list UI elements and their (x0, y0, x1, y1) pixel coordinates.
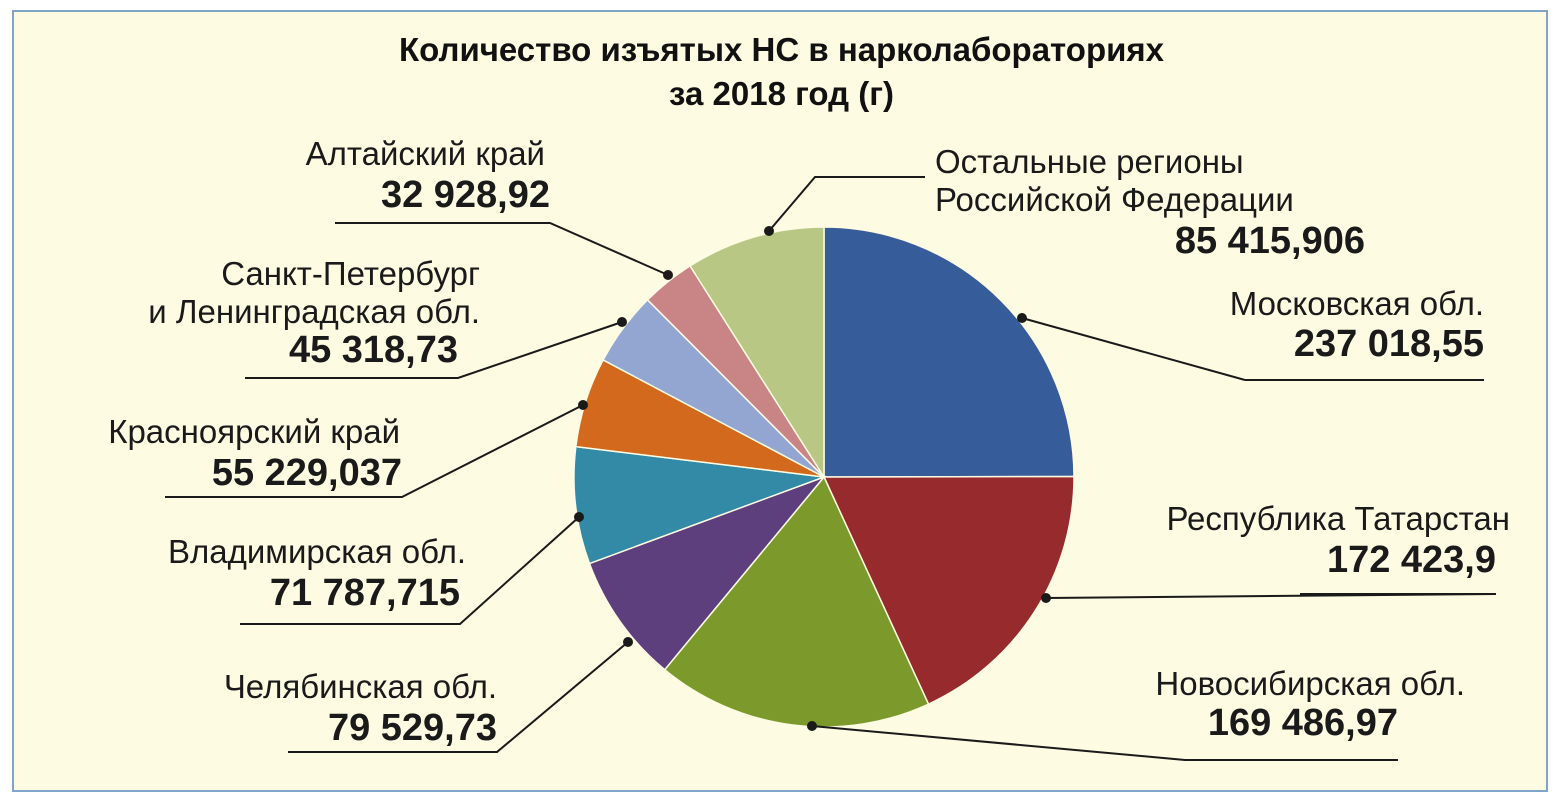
pie-slice-1 (823, 226, 1075, 478)
leader-line-9 (768, 176, 925, 232)
slice-label-2-line-1: Республика Татарстан (1166, 500, 1510, 537)
pie-slice-2 (822, 475, 1075, 706)
pie-slice-3 (663, 475, 930, 728)
slice-value-8: 32 928,92 (381, 174, 550, 216)
slice-value-6: 55 229,037 (212, 452, 402, 494)
slice-label-9-line-1: Остальные регионы (935, 143, 1244, 180)
leader-line-1 (1021, 317, 1246, 381)
slice-label-9-line-2: Российской Федерации (935, 181, 1294, 218)
slice-label-3-line-1: Новосибирская обл. (1155, 665, 1465, 702)
slice-label-1-line-1: Московская обл. (1230, 285, 1484, 322)
leader-dot-6 (578, 400, 588, 410)
pie-slice-9 (689, 226, 825, 480)
leader-dot-5 (574, 512, 584, 522)
leader-dot-9 (764, 226, 774, 236)
slice-label-5-line-1: Владимирская обл. (168, 533, 466, 570)
slice-label-7-line-2: и Ленинградская обл. (148, 293, 480, 330)
pie-slice-5 (573, 445, 825, 565)
chart-title-line-1: Количество изъятых НС в нарколаборатория… (399, 31, 1164, 68)
slice-value-2: 172 423,9 (1327, 539, 1496, 581)
pie-slice-4 (588, 475, 827, 671)
slice-label-7-line-1: Санкт-Петербург (221, 255, 480, 292)
leader-dot-8 (663, 270, 673, 280)
leader-dot-4 (623, 637, 633, 647)
leader-dot-3 (807, 721, 817, 731)
leader-dot-2 (1041, 593, 1051, 603)
chart-title-line-2: за 2018 год (г) (669, 75, 894, 112)
slice-label-6-line-1: Красноярский край (108, 413, 400, 450)
slice-label-4-line-1: Челябинская обл. (224, 668, 497, 705)
slice-label-8-line-1: Алтайский край (306, 135, 545, 172)
slice-value-9: 85 415,906 (1175, 220, 1365, 262)
leader-dot-7 (617, 317, 627, 327)
leader-dot-1 (1017, 313, 1027, 323)
slice-value-3: 169 486,97 (1208, 702, 1398, 744)
slice-value-5: 71 787,715 (270, 572, 460, 614)
slice-value-1: 237 018,55 (1294, 323, 1484, 365)
slice-value-7: 45 318,73 (289, 329, 458, 371)
slice-value-4: 79 529,73 (328, 707, 497, 749)
